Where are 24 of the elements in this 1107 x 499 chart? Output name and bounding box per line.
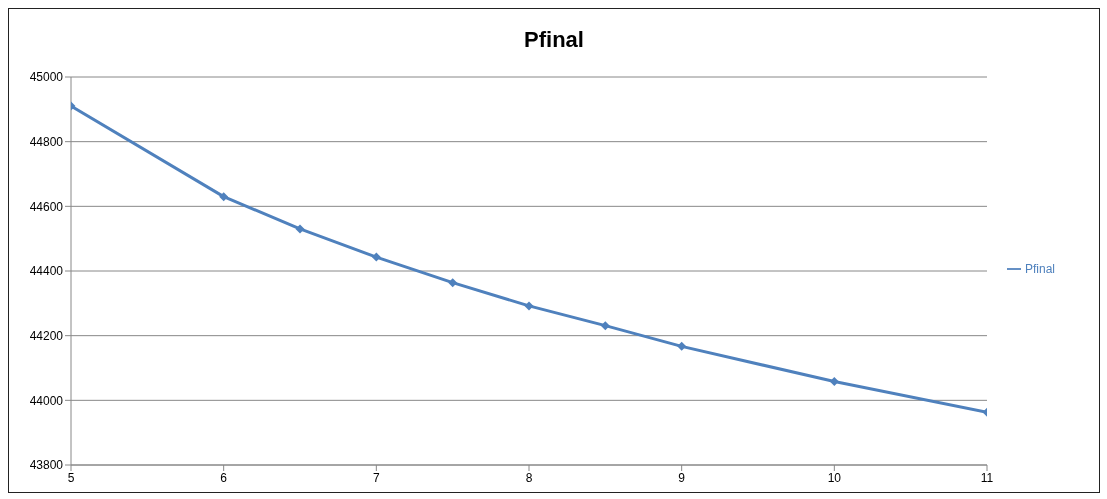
- chart-title: Pfinal: [523, 26, 585, 52]
- point: [524, 301, 534, 311]
- y-tick-label: 44600: [29, 199, 64, 214]
- legend-label: Pfinal: [1025, 261, 1056, 276]
- x-tick-label: 9: [678, 470, 686, 485]
- y-tick-label: 44200: [29, 328, 64, 343]
- x-tick-label: 8: [525, 470, 533, 485]
- y-tick-label: 44800: [29, 134, 64, 149]
- y-tick-label: 45000: [29, 70, 64, 85]
- y-tick-label: 44400: [29, 264, 64, 279]
- y-tick-label: 43800: [29, 458, 64, 473]
- point: [448, 278, 458, 288]
- point: [295, 224, 305, 234]
- y-tick-label: 44000: [29, 393, 64, 408]
- point: [600, 321, 610, 331]
- x-tick-label: 6: [220, 470, 228, 485]
- x-tick-label: 5: [67, 470, 75, 485]
- point: [219, 192, 229, 202]
- point: [677, 341, 687, 351]
- point: [829, 377, 839, 387]
- point: [371, 252, 381, 262]
- x-tick-label: 7: [372, 470, 380, 485]
- x-tick-label: 11: [980, 470, 994, 485]
- x-tick-label: 10: [827, 470, 842, 485]
